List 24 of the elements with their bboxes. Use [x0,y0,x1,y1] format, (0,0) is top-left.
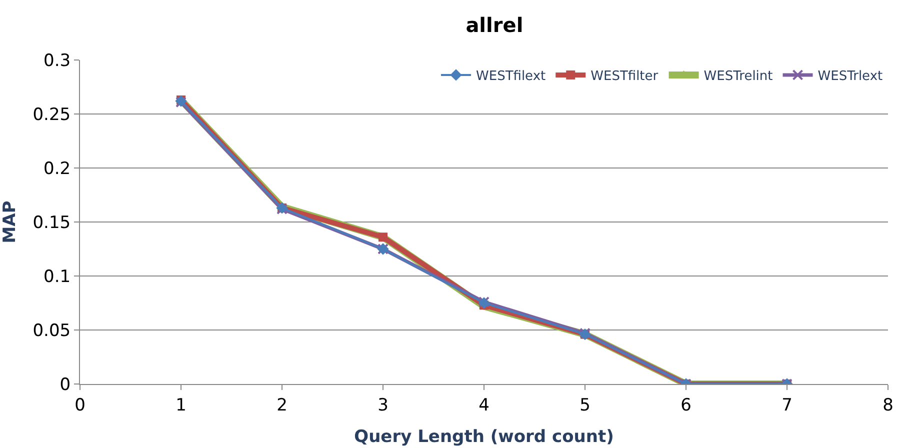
y-axis-title: MAP [0,200,20,244]
y-tick-label: 0.25 [32,104,71,125]
y-tick-label: 0.2 [44,158,71,179]
x-tick-label: 2 [276,395,288,416]
legend-label: WESTrlext [818,69,883,84]
x-axis-title: Query Length (word count) [354,426,614,447]
legend-label: WESTrelint [704,69,773,84]
x-tick-label: 6 [680,395,692,416]
y-tick-label: 0.3 [44,50,71,71]
y-tick-label: 0.15 [32,212,71,233]
x-tick-label: 3 [378,395,388,416]
x-tick-label: 7 [782,395,792,416]
y-tick-label: 0.1 [44,266,71,287]
legend-label: WESTfilter [590,69,659,84]
x-tick-label: 5 [580,395,590,416]
y-tick-label: 0.05 [32,320,71,341]
x-tick-label: 8 [882,395,894,416]
y-tick-label: 0 [60,374,71,395]
x-tick-label: 4 [478,395,490,416]
point [378,232,388,242]
x-tick-label: 1 [176,395,186,416]
chart-title: allrel [466,12,524,37]
x-tick-label: 0 [74,395,86,416]
legend-label: WESTfilext [476,69,546,84]
